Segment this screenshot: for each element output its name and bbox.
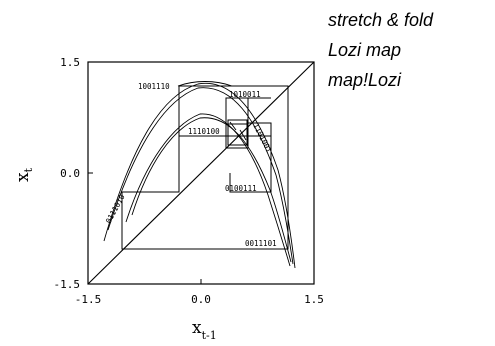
y-tick-labels: 1.5 0.0 -1.5 bbox=[54, 56, 81, 291]
x-axis-label-sub: t-1 bbox=[202, 329, 217, 342]
attractor-fold-top bbox=[177, 81, 233, 87]
margin-note-index-entry: map!Lozi bbox=[328, 70, 402, 90]
orbit-label-1: 1001110 bbox=[138, 82, 170, 91]
orbit-labels: 1001110 1010011 1110100 1101001 0111010 … bbox=[104, 82, 277, 248]
svg-text:xt: xt bbox=[13, 167, 35, 182]
y-tick-mid: 0.0 bbox=[60, 167, 80, 180]
x-tick-left: -1.5 bbox=[75, 293, 102, 306]
y-axis-label-main: x bbox=[13, 172, 33, 182]
y-axis-label-sub: t bbox=[22, 167, 35, 172]
x-axis-label: xt-1 bbox=[192, 318, 217, 342]
orbit-label-7: 0011101 bbox=[245, 239, 277, 248]
orbit-label-5: 0111010 bbox=[104, 192, 127, 225]
y-axis-label: xt bbox=[13, 167, 35, 182]
orbit-inner-box bbox=[227, 119, 248, 146]
orbit-label-3: 1110100 bbox=[188, 127, 220, 136]
identity-diagonal bbox=[87, 61, 315, 285]
orbit-label-4: 1101001 bbox=[251, 122, 273, 154]
cobweb-orbit bbox=[121, 85, 289, 250]
attractor-second-branch bbox=[107, 87, 294, 265]
y-tick-bottom: -1.5 bbox=[54, 278, 81, 291]
orbit-label-6: 0100111 bbox=[225, 184, 257, 193]
attractor-outer-branch bbox=[103, 82, 296, 269]
axis-ticks bbox=[87, 61, 315, 285]
margin-note-stretch-fold: stretch & fold bbox=[328, 10, 434, 30]
orbit-label-2: 1010011 bbox=[229, 90, 261, 99]
x-axis-label-main: x bbox=[192, 318, 202, 338]
x-tick-labels: -1.5 0.0 1.5 bbox=[75, 293, 324, 306]
y-tick-top: 1.5 bbox=[60, 56, 80, 69]
attractor-fold-detail bbox=[229, 121, 247, 141]
cobweb-path bbox=[121, 85, 289, 250]
x-tick-mid: 0.0 bbox=[191, 293, 211, 306]
x-tick-right: 1.5 bbox=[304, 293, 324, 306]
margin-note-lozi-map: Lozi map bbox=[328, 40, 402, 60]
